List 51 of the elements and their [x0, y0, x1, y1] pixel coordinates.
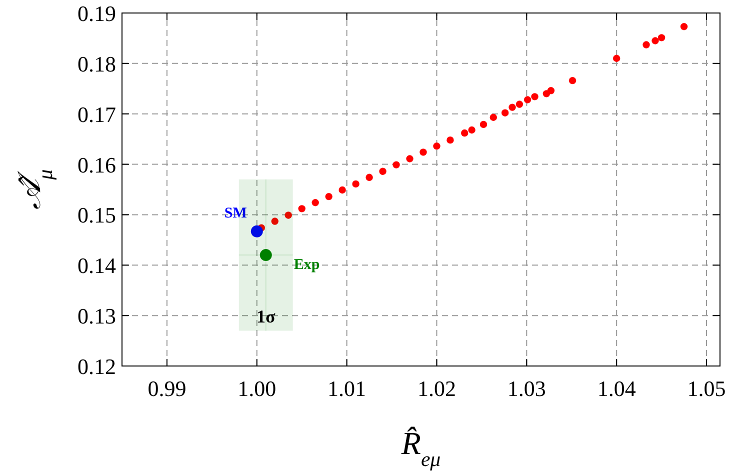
point	[250, 225, 263, 238]
point	[642, 41, 650, 48]
point	[524, 96, 532, 104]
point	[501, 109, 509, 116]
y-tick-label: 0.13	[78, 304, 116, 329]
point	[325, 192, 332, 200]
y-tick-label: 0.15	[78, 202, 116, 228]
point	[612, 54, 620, 62]
point	[352, 180, 360, 188]
x-tick-label: 1.03	[507, 376, 546, 401]
point	[379, 168, 386, 175]
x-axis-title: R̂$_{eμ}$	[400, 425, 441, 470]
point	[547, 87, 555, 94]
point	[468, 126, 476, 134]
point	[366, 174, 373, 181]
point	[312, 199, 319, 206]
point	[652, 37, 659, 44]
point	[658, 34, 666, 42]
point	[508, 104, 516, 111]
point	[680, 23, 688, 30]
point	[433, 142, 440, 150]
x-tick-label: 0.99	[148, 376, 186, 401]
point	[260, 249, 272, 262]
y-tick-label: 0.19	[78, 1, 116, 26]
point	[446, 136, 454, 144]
point	[516, 100, 524, 108]
x-tick-label: 1.04	[597, 376, 636, 401]
point	[490, 114, 497, 121]
point	[338, 186, 346, 194]
point	[461, 129, 468, 137]
point	[420, 148, 427, 156]
x-tick-label: 1.02	[417, 376, 456, 401]
annotation: 1σ	[256, 306, 276, 327]
point	[284, 212, 292, 219]
y-tick-label: 0.14	[78, 253, 116, 278]
x-tick-label: 1.05	[687, 376, 726, 401]
point	[271, 218, 278, 225]
x-tick-label: 1.01	[328, 376, 366, 401]
point	[392, 161, 400, 168]
y-tick-label: 0.16	[78, 152, 116, 178]
y-tick-label: 0.18	[78, 51, 116, 76]
x-tick-label: 1.00	[238, 376, 276, 401]
series-label: Exp	[294, 257, 320, 274]
y-tick-label: 0.17	[78, 102, 116, 127]
point	[480, 120, 488, 128]
point	[406, 155, 414, 162]
point	[568, 76, 576, 84]
series-label: SM	[224, 205, 247, 222]
point	[298, 205, 306, 212]
y-tick-label: 0.12	[78, 354, 116, 379]
point	[531, 93, 538, 100]
